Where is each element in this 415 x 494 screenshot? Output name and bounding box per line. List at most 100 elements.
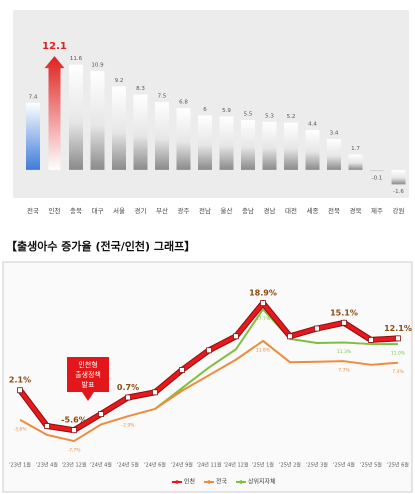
value-label: 0.7%: [117, 383, 139, 392]
legend-label: 인천: [184, 478, 195, 486]
point: [125, 394, 131, 401]
bar: [348, 154, 363, 170]
point: [314, 325, 320, 332]
value-label: 3.4: [330, 131, 339, 137]
bar: [26, 102, 40, 170]
value-label: 5.9: [222, 108, 231, 114]
annotation-text: 발표: [82, 380, 95, 389]
value-label: 5.2: [287, 114, 296, 120]
bar: [284, 122, 298, 170]
legend-label: 상위지자체: [248, 478, 276, 486]
point: [152, 389, 158, 396]
x-tick-label: '25년 1월: [252, 462, 274, 469]
bar: [198, 115, 212, 170]
bar: [219, 116, 234, 170]
point: [260, 300, 266, 306]
x-tick-label: 광주: [178, 207, 190, 215]
bar: [391, 169, 406, 185]
x-tick-label: '24년 5월: [117, 462, 139, 469]
x-tick-label: 인천: [49, 206, 61, 215]
x-tick-label: 울산: [221, 206, 233, 215]
value-label: 11.6%: [256, 347, 271, 353]
x-tick-label: '23년 12월: [62, 462, 87, 469]
x-tick-label: 서울: [113, 206, 125, 215]
x-tick-label: '25년 6월: [387, 462, 409, 469]
x-tick-label: '23년 4월: [36, 462, 58, 469]
value-label: 6.8: [179, 100, 188, 106]
x-tick-label: 전북: [328, 206, 340, 215]
value-label: 9.2: [115, 78, 124, 84]
value-label: 7.7%: [338, 368, 350, 374]
line: [19, 339, 399, 443]
value-label: 1.7: [351, 146, 360, 152]
value-label: -2.9%: [121, 423, 135, 429]
value-label: -0.1: [372, 175, 383, 181]
value-label: 4.4: [308, 121, 317, 127]
point: [233, 333, 239, 340]
x-tick-label: 세종: [307, 206, 319, 215]
value-label: 2.1%: [9, 376, 31, 385]
x-tick-label: '25년 2월: [279, 462, 301, 469]
bar: [112, 86, 126, 170]
bar: [305, 129, 320, 170]
bar: [133, 94, 148, 170]
x-tick-label: 경남: [264, 206, 276, 215]
bar: [241, 120, 255, 170]
x-tick-label: 부산: [156, 206, 168, 215]
annotation-text: 출생정책: [75, 370, 101, 379]
value-label: 12.1%: [384, 324, 412, 333]
annotation-box: [67, 357, 109, 401]
value-label: 6: [203, 107, 207, 113]
x-tick-label: 경기: [135, 206, 147, 215]
bar-chart: 7.4 전국 12.1 인천 11.6 충북 10.9 대구 9.2 서울 8.3 경기 7.5 부산 6.…: [26, 41, 406, 215]
bar-arrow: [44, 56, 65, 170]
value-label: 5.5: [244, 112, 253, 118]
point: [287, 333, 293, 340]
point: [206, 347, 212, 354]
point: [368, 337, 374, 343]
x-tick-label: '24년 4월: [90, 462, 112, 469]
value-label: 17.7%: [256, 316, 271, 322]
x-tick-label: 전국: [27, 206, 39, 215]
bar: [370, 169, 384, 171]
x-tick-label: 충남: [242, 206, 254, 215]
value-label: 7.5: [158, 93, 167, 99]
bar: [262, 121, 277, 170]
value-label: 12.1: [42, 41, 67, 52]
x-tick-label: 대구: [92, 207, 104, 215]
bar: [90, 71, 105, 170]
value-label: -1.6: [393, 189, 404, 195]
bar: [69, 64, 83, 170]
section-title: 【출생아수 증가율 (전국/인천) 그래프】: [6, 239, 195, 253]
x-tick-label: 충북: [70, 206, 82, 215]
value-label: 8.3: [136, 86, 145, 92]
x-tick-label: '25년 5월: [360, 462, 382, 469]
line-chart: '23년 1월 '23년 4월 '23년 12월 '24년 4월 '24년 5월 '24년…: [9, 289, 412, 486]
x-tick-label: '24년 11월: [197, 462, 222, 469]
bar: [327, 139, 341, 170]
value-label: 10.9: [91, 63, 104, 69]
point: [395, 335, 401, 342]
legend-label: 전국: [216, 478, 228, 486]
annotation-text: 인천형: [78, 360, 97, 369]
x-tick-label: 강원: [393, 206, 405, 215]
value-label: -3.6%: [13, 426, 27, 432]
value-label: 11.6: [70, 56, 83, 62]
point: [17, 387, 23, 394]
value-label: 7.4%: [392, 369, 404, 375]
x-tick-label: '23년 1월: [9, 462, 31, 469]
value-label: 11.0%: [391, 351, 406, 357]
point: [44, 423, 50, 429]
point: [71, 427, 77, 434]
value-label: 18.9%: [249, 289, 277, 298]
x-tick-label: '25년 3월: [306, 462, 328, 469]
x-tick-label: 대전: [285, 206, 297, 215]
bar: [155, 101, 169, 170]
point: [179, 367, 185, 373]
x-tick-label: '25년 4월: [333, 462, 355, 469]
value-label: -7.7%: [67, 448, 81, 454]
value-label: -5.6%: [61, 416, 87, 425]
x-tick-label: 제주: [371, 207, 383, 215]
